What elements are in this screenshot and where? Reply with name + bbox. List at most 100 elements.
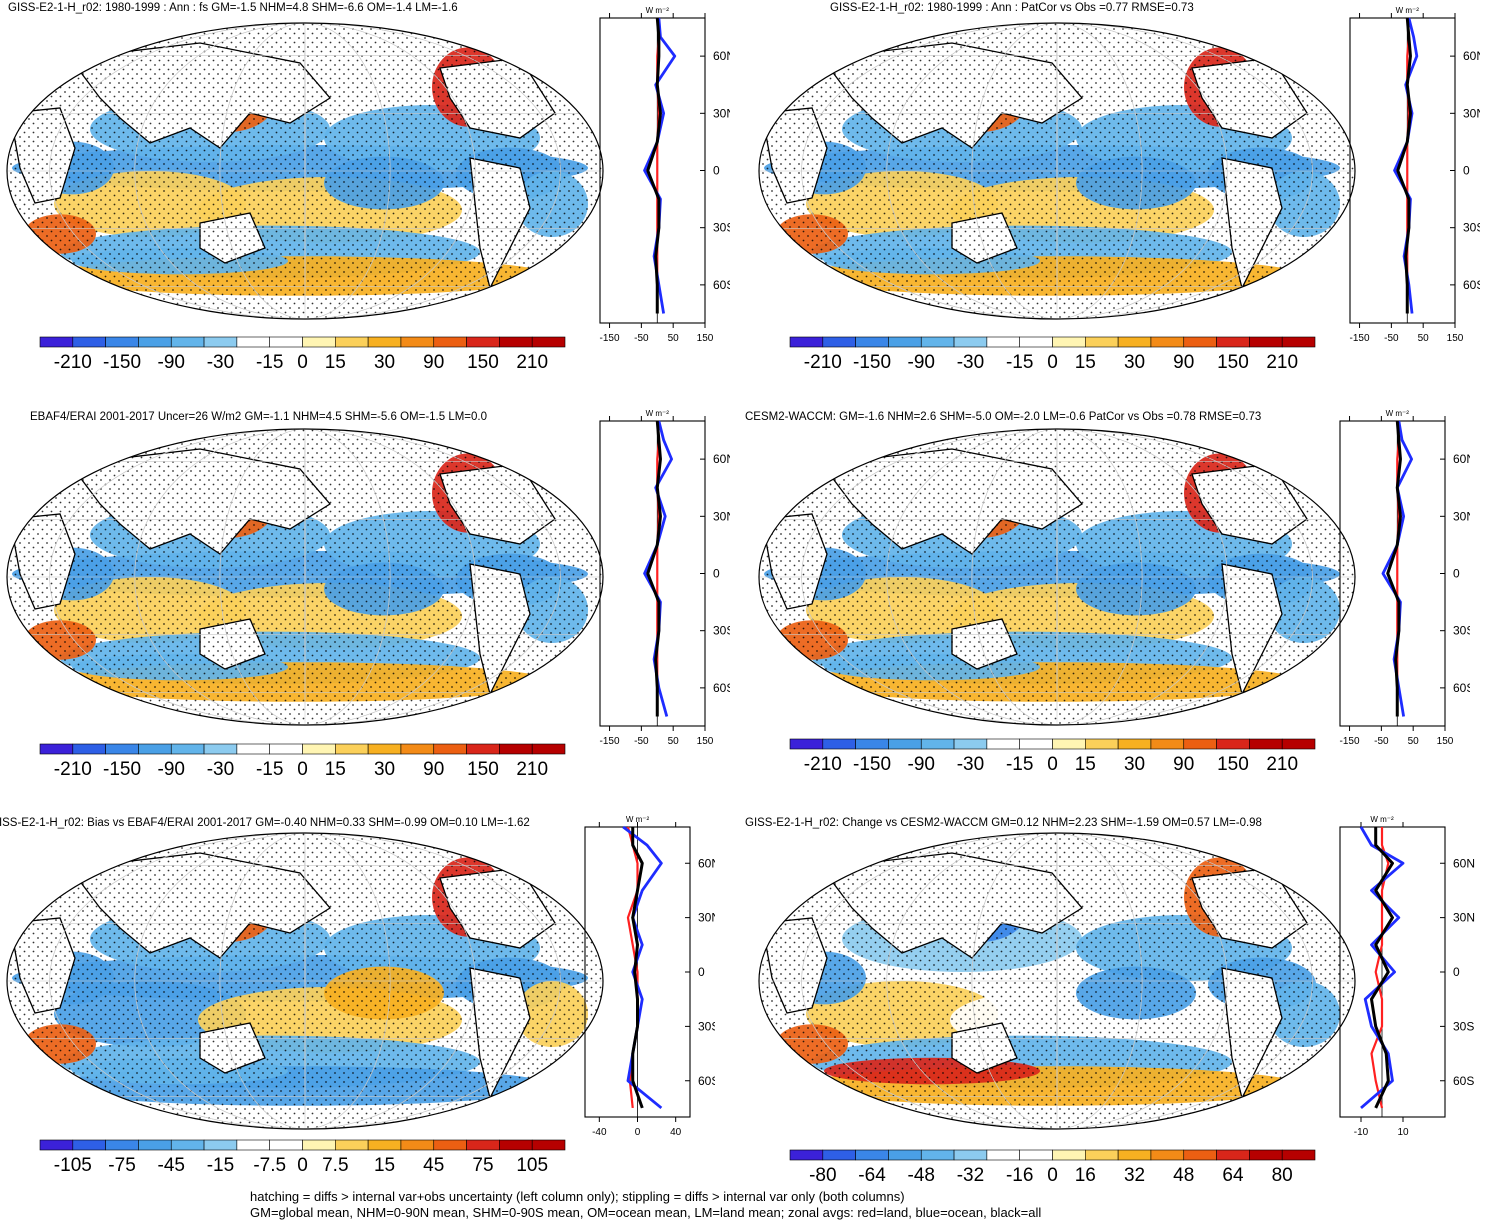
panel-3-map [6,428,604,726]
colorbar-box [269,336,303,348]
lat-tick-label: 30S [713,221,730,235]
colorbar-label: 80 [1272,1165,1293,1186]
zonal-line-all [646,420,662,717]
colorbar-label: 210 [516,352,548,373]
colorbar-label: 210 [1266,352,1298,373]
map-border [758,832,1356,1130]
zonal-x-tick-label: 50 [1418,333,1430,344]
panel-5-map [6,832,604,1130]
colorbar-box [531,336,566,348]
colorbar-label: -7.5 [253,1155,286,1176]
lat-tick-label: 0 [713,567,720,581]
zonal-x-tick-label: 10 [1397,1127,1409,1138]
colorbar-box [39,336,74,348]
colorbar-box [335,1139,369,1151]
colorbar-box [335,743,369,755]
lat-tick-label: 30S [1453,1019,1474,1033]
lat-tick-label: 30N [713,509,730,523]
panel-6-colorbar: -80 -64 -48 -32 -16 0 16 32 48 64 80 [789,1149,1316,1186]
zonal-frame [599,420,706,727]
lat-tick-label: 0 [1463,164,1470,178]
colorbar-label: 15 [325,352,346,373]
colorbar-label: 150 [467,759,499,780]
lat-tick-label: 60S [713,681,730,695]
panel-2-zonal: 60N 30N 0 30S 60S -150 -50 50 150 W m⁻² [1349,6,1480,344]
colorbar-box [466,1139,500,1151]
colorbar-box [1019,1149,1053,1161]
colorbar-label: -210 [804,754,842,775]
colorbar-label: -16 [1006,1165,1033,1186]
panel-3-title: EBAF4/ERAI 2001-2017 Uncer=26 W/m2 GM=-1… [30,411,488,423]
colorbar-box [466,336,500,348]
colorbar-box [888,336,922,348]
zonal-x-tick-label: -50 [1384,333,1399,344]
colorbar-box [1052,738,1086,750]
colorbar-box [1183,738,1217,750]
zonal-x-tick-label: -10 [1354,1127,1369,1138]
colorbar-box [1117,738,1152,750]
colorbar-label: 75 [472,1155,493,1176]
panel-2-colorbar: -210 -150 -90 -30 -15 0 15 30 90 150 210 [789,336,1316,373]
zonal-units-label: W m⁻² [1386,409,1410,418]
colorbar-label: 64 [1222,1165,1244,1186]
zonal-units-label: W m⁻² [1370,815,1394,824]
colorbar-box [822,336,856,348]
colorbar-box [1281,1149,1316,1161]
colorbar-box [269,1139,303,1151]
colorbar-box [1019,336,1053,348]
zonal-units-label: W m⁻² [646,6,670,15]
colorbar-label: -150 [103,759,141,780]
colorbar-box [1117,336,1152,348]
lat-tick-label: 30N [1453,509,1470,523]
colorbar-box [789,738,824,750]
colorbar-box [105,743,139,755]
lat-tick-label: 60S [1453,681,1470,695]
colorbar-label: -32 [957,1165,984,1186]
lat-tick-label: 30N [698,911,715,925]
lat-tick-label: 0 [713,164,720,178]
colorbar-label: 150 [1217,754,1249,775]
panel-5-title: GISS-E2-1-H_r02: Bias vs EBAF4/ERAI 2001… [0,817,530,829]
panel-6-title: GISS-E2-1-H_r02: Change vs CESM2-WACCM G… [745,817,1262,829]
colorbar-box [1249,1149,1283,1161]
colorbar-box [302,336,336,348]
lat-tick-label: 30S [698,1019,715,1033]
colorbar-label: 15 [325,759,346,780]
lat-tick-label: 30N [1463,106,1480,120]
colorbar-box [367,743,402,755]
colorbar-box [499,336,533,348]
colorbar-label: -64 [858,1165,886,1186]
colorbar-box [855,738,889,750]
map-border [6,832,604,1130]
colorbar-box [1117,1149,1152,1161]
colorbar-label: -210 [54,352,92,373]
colorbar-box [236,743,270,755]
colorbar-box [170,336,205,348]
panel-1-zonal: 60N 30N 0 30S 60S -150 -50 50 150 W m⁻² [599,6,730,344]
colorbar-box [1216,336,1250,348]
colorbar-box [105,336,139,348]
lat-tick-label: 60N [713,49,730,63]
colorbar-label: 0 [1047,1165,1058,1186]
lat-tick-label: 60S [1463,278,1480,292]
colorbar-box [39,1139,74,1151]
lat-tick-label: 60N [698,856,715,870]
colorbar-box [170,743,205,755]
colorbar-box [1052,1149,1086,1161]
colorbar-box [1019,738,1053,750]
colorbar-box [1281,336,1316,348]
lat-tick-label: 60N [1453,452,1470,466]
zonal-line-all [1396,17,1412,314]
footer-line-1: hatching = diffs > internal var+obs unce… [250,1189,905,1204]
colorbar-label: -150 [853,352,891,373]
colorbar-label: -210 [804,352,842,373]
colorbar-box [1150,1149,1185,1161]
colorbar-label: 150 [467,352,499,373]
colorbar-box [986,738,1020,750]
colorbar-box [1249,738,1283,750]
lat-tick-label: 30N [713,106,730,120]
colorbar-box [433,743,467,755]
zonal-x-tick-label: 50 [668,333,680,344]
colorbar-box [269,743,303,755]
colorbar-label: -90 [158,759,185,780]
